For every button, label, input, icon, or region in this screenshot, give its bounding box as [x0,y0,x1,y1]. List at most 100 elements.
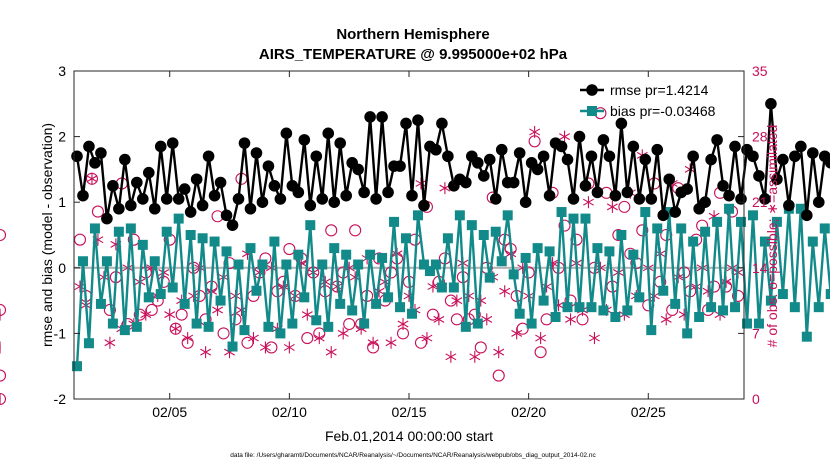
bias-point [532,243,543,254]
rmse-point [627,140,640,153]
rmse-point [268,180,281,192]
rmse-point [340,189,352,202]
y-axis-ticks-right: 0 7 14 21 28 35 [738,63,768,407]
rmse-point [142,166,155,179]
bias-point [448,282,459,293]
rmse-point [136,193,149,205]
bias-point [167,282,178,293]
rmse-point [178,183,191,195]
bias-point [275,328,286,339]
assimilated-obs-point [493,346,505,359]
rmse-point [795,140,807,153]
rmse-point [107,180,119,192]
rmse-point [747,150,759,163]
legend-bias-marker [587,106,597,116]
bias-point [203,321,214,332]
bias-line [75,208,830,367]
rmse-point [645,193,658,205]
rmse-point [244,202,257,215]
bias-point [365,249,376,260]
rmse-point [382,186,394,199]
assimilated-obs-point [535,332,547,345]
x-tick-label: 02/20 [511,404,546,420]
bias-point [137,239,148,250]
bias-point [209,236,220,247]
x-axis-ticks: 02/05 02/10 02/15 02/20 02/25 [152,71,666,420]
assimilated-obs-point [301,308,313,321]
rmse-point [735,193,747,205]
assimilated-obs-point [481,313,493,326]
bias-point [179,298,190,309]
bias-point [377,252,388,263]
bias-point [353,259,364,270]
assimilated-obs-point [469,350,481,363]
bias-point [245,243,256,254]
possible-obs-point [301,332,314,345]
bias-point [682,328,693,339]
rmse-point [633,193,646,205]
rmse-point [328,196,341,208]
assimilated-obs-point [170,322,182,335]
possible-obs-point [618,200,631,213]
bias-point [688,236,699,247]
bias-point [676,223,687,234]
bias-point [251,285,262,296]
rmse-point [765,98,777,110]
rmse-point [591,186,604,199]
rmse-point [729,140,741,153]
y-tick-label: 2 [58,129,66,145]
y-right-tick-label: 0 [752,391,760,407]
rmse-point [513,147,526,159]
bias-point [436,282,447,293]
assimilated-obs-point [559,130,571,143]
bias-point [430,259,441,270]
bias-point [604,246,615,257]
bias-point [119,325,130,336]
bias-point [777,289,788,300]
bias-point [424,266,435,277]
rmse-point [322,127,335,140]
rmse-point [759,193,771,205]
rmse-point [561,153,574,166]
x-tick-label: 02/10 [272,404,307,420]
bias-point [257,259,268,270]
rmse-point [113,202,125,215]
rmse-point [460,176,472,189]
rmse-point [316,193,329,205]
rmse-point [232,193,245,205]
bias-point [747,210,758,221]
bias-point [801,331,812,342]
bias-point [807,236,818,247]
rmse-point [777,153,789,166]
assimilated-obs-point [313,332,325,345]
possible-obs-point [0,392,7,406]
assimilated-obs-point [325,346,337,359]
possible-obs-point [534,346,547,359]
rmse-point [190,173,203,186]
legend-rmse-label: rmse pr=1.4214 [610,82,709,98]
rmse-point [125,199,137,212]
possible-obs-point [0,369,7,382]
bias-point [502,210,513,221]
bias-point [490,226,501,237]
rmse-point [274,193,287,205]
bias-point [395,302,406,313]
possible-obs-point [91,205,104,218]
bias-point [107,318,118,329]
rmse-point [615,117,628,130]
bias-point [466,220,477,231]
assimilated-obs-point [182,332,194,345]
assimilated-obs-point [385,336,397,349]
rmse-point [687,150,699,163]
rmse-point [621,186,634,199]
bias-point [299,292,310,303]
bias-point [83,338,94,349]
bias-point [442,233,453,244]
bias-point [628,249,639,260]
bias-point [311,315,322,326]
rmse-point [95,147,107,159]
assimilated-obs-point [499,285,511,298]
bias-point [472,318,483,329]
possible-obs-point [396,327,410,340]
